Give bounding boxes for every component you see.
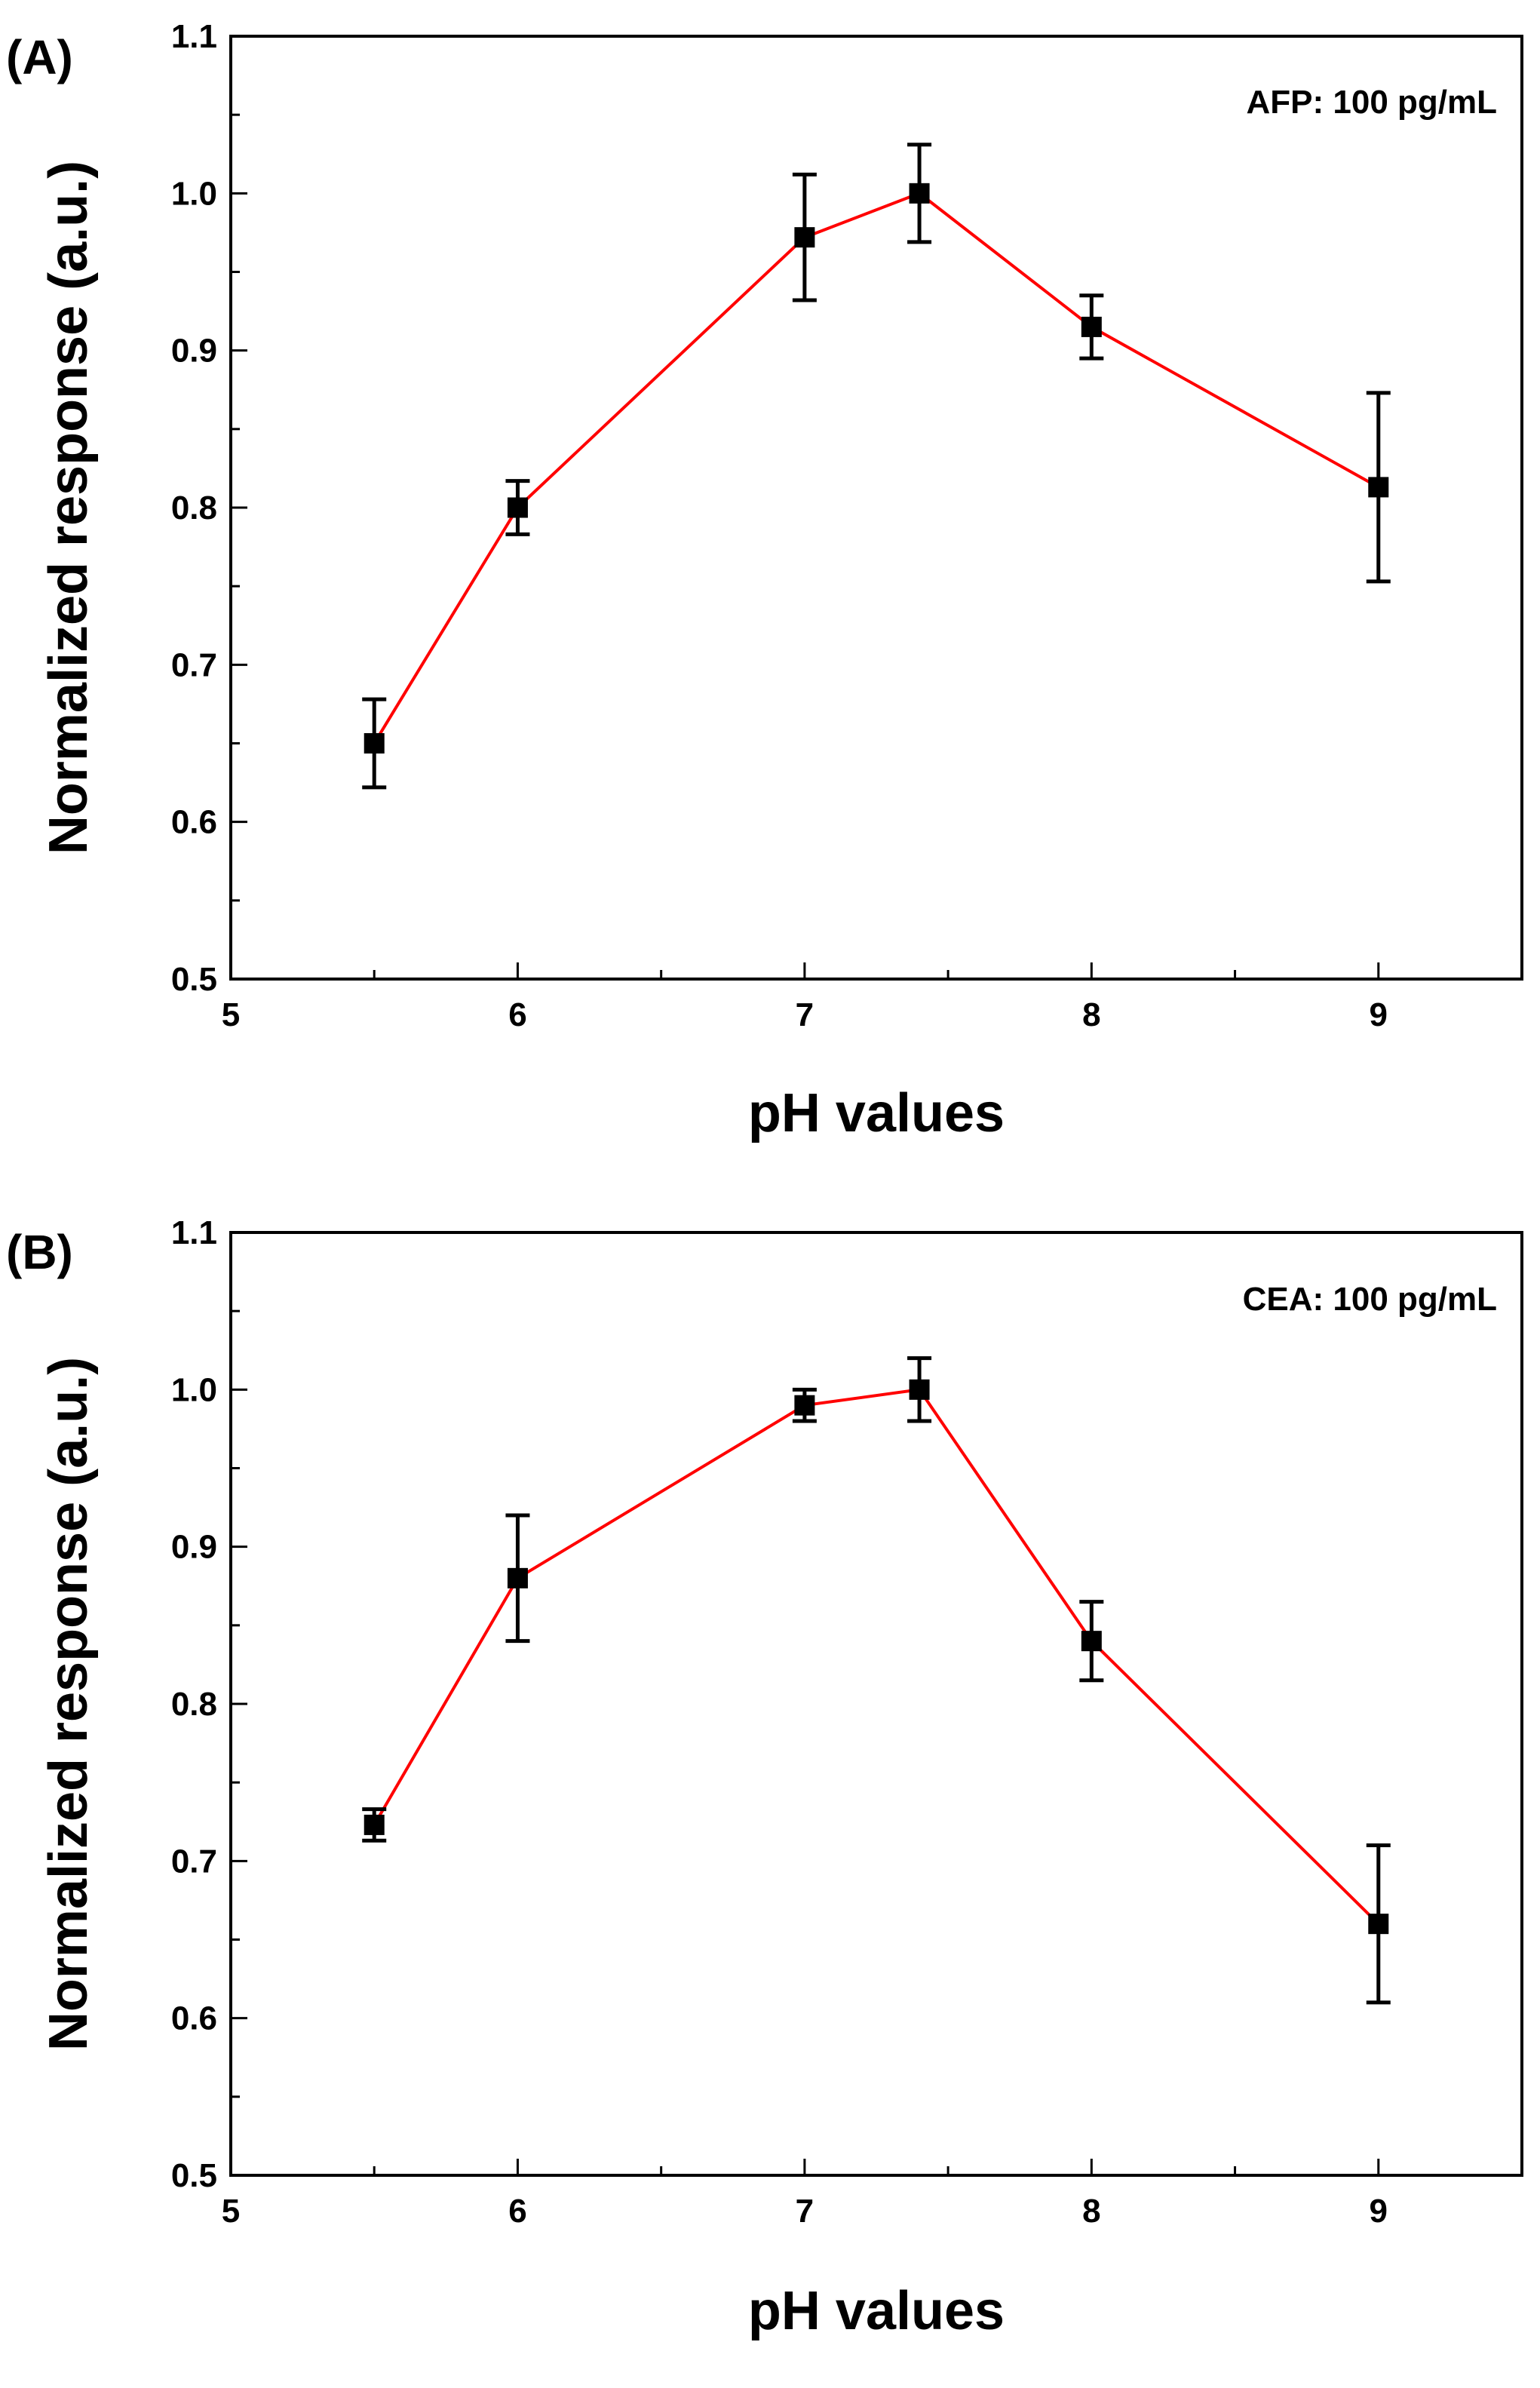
data-series [362,1356,1391,2005]
data-point-marker [794,227,815,248]
y-tick-label: 1.1 [171,1214,217,1251]
panel-b: (B) 0.5 0.6 0.7 0.8 0.9 1.0 1.1 5 6 7 8 9 CEA: 100… [6,1214,1523,2341]
data-point-marker [909,1379,930,1400]
tick-marks [229,35,1523,981]
data-point-marker [1368,1914,1389,1935]
data-point-marker [507,497,528,518]
data-point-marker [507,1567,528,1588]
x-tick-label: 7 [796,2193,814,2230]
panel-label: (A) [6,30,73,84]
data-point-marker [794,1395,815,1416]
data-series [362,143,1391,790]
y-tick-label: 1.0 [171,175,217,212]
y-tick-label: 0.7 [171,1843,217,1880]
x-tick-label: 9 [1370,996,1388,1033]
y-tick-label: 0.8 [171,1686,217,1723]
plot-frame [229,1231,1523,2177]
y-tick-label: 0.5 [171,961,217,998]
y-tick-label: 1.1 [171,18,217,55]
x-tick-label: 6 [508,2193,526,2230]
panel-a: (A) 0.5 0.6 0.7 0.8 0.9 1.0 1.1 5 6 7 8 9 AFP: 100… [6,18,1523,1143]
y-tick-label: 0.8 [171,490,217,526]
data-point-marker [1368,477,1389,498]
y-tick-label: 0.9 [171,1529,217,1566]
series-line [373,192,1379,744]
data-point-marker [909,183,930,204]
y-tick-labels: 0.5 0.6 0.7 0.8 0.9 1.0 1.1 [171,18,217,998]
sample-annotation: CEA: 100 pg/mL [1243,1281,1497,1318]
x-tick-label: 8 [1082,2193,1100,2230]
x-tick-label: 8 [1082,996,1100,1033]
y-axis-title: Normalized response (a.u.) [38,161,99,855]
sample-annotation: AFP: 100 pg/mL [1247,84,1498,121]
data-point-marker [364,1814,385,1835]
x-tick-label: 7 [796,996,814,1033]
data-point-marker [1081,1631,1102,1652]
x-tick-labels: 5 6 7 8 9 [222,2193,1388,2230]
y-tick-label: 0.9 [171,333,217,370]
y-axis-title: Normalized response (a.u.) [38,1357,99,2051]
x-tick-label: 5 [222,2193,240,2230]
y-tick-label: 0.6 [171,804,217,841]
y-tick-label: 1.0 [171,1371,217,1408]
tick-marks [229,1231,1523,2177]
y-tick-label: 0.7 [171,646,217,683]
x-tick-labels: 5 6 7 8 9 [222,996,1388,1033]
x-axis-title: pH values [748,2281,1005,2341]
data-point-marker [1081,316,1102,337]
x-tick-label: 5 [222,996,240,1033]
y-tick-label: 0.6 [171,2000,217,2037]
x-axis-title: pH values [748,1083,1005,1143]
plot-frame [229,35,1523,981]
x-tick-label: 9 [1370,2193,1388,2230]
y-tick-label: 0.5 [171,2157,217,2194]
x-tick-label: 6 [508,996,526,1033]
data-point-marker [364,733,385,754]
panel-label: (B) [6,1225,73,1279]
y-tick-labels: 0.5 0.6 0.7 0.8 0.9 1.0 1.1 [171,1214,217,2194]
series-line [373,1388,1380,1926]
